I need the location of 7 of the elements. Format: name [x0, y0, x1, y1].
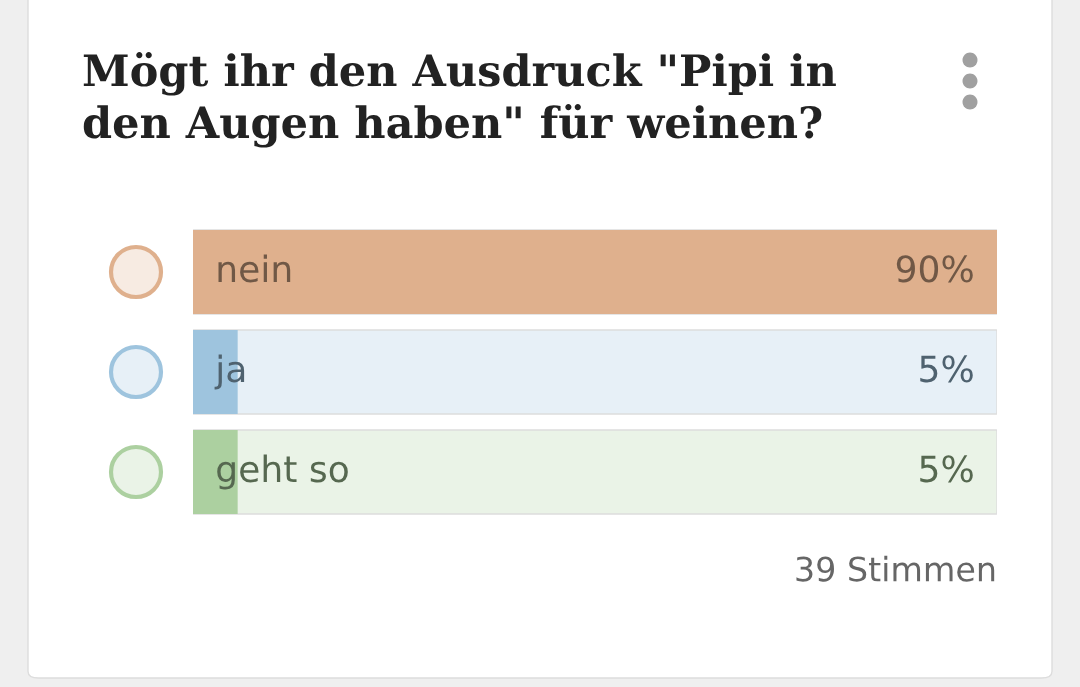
data-label: 90% [896, 255, 973, 283]
text: 39 Stimmen [796, 555, 995, 582]
data-label: 5% [920, 355, 973, 383]
y-tick-label: geht so [217, 454, 348, 490]
y-tick-label: nein [218, 254, 291, 283]
data-label: 5% [920, 455, 973, 483]
chart-title: Mögt ihr den Ausdruck "Pipi in den Augen haben" für weinen? [83, 52, 836, 148]
